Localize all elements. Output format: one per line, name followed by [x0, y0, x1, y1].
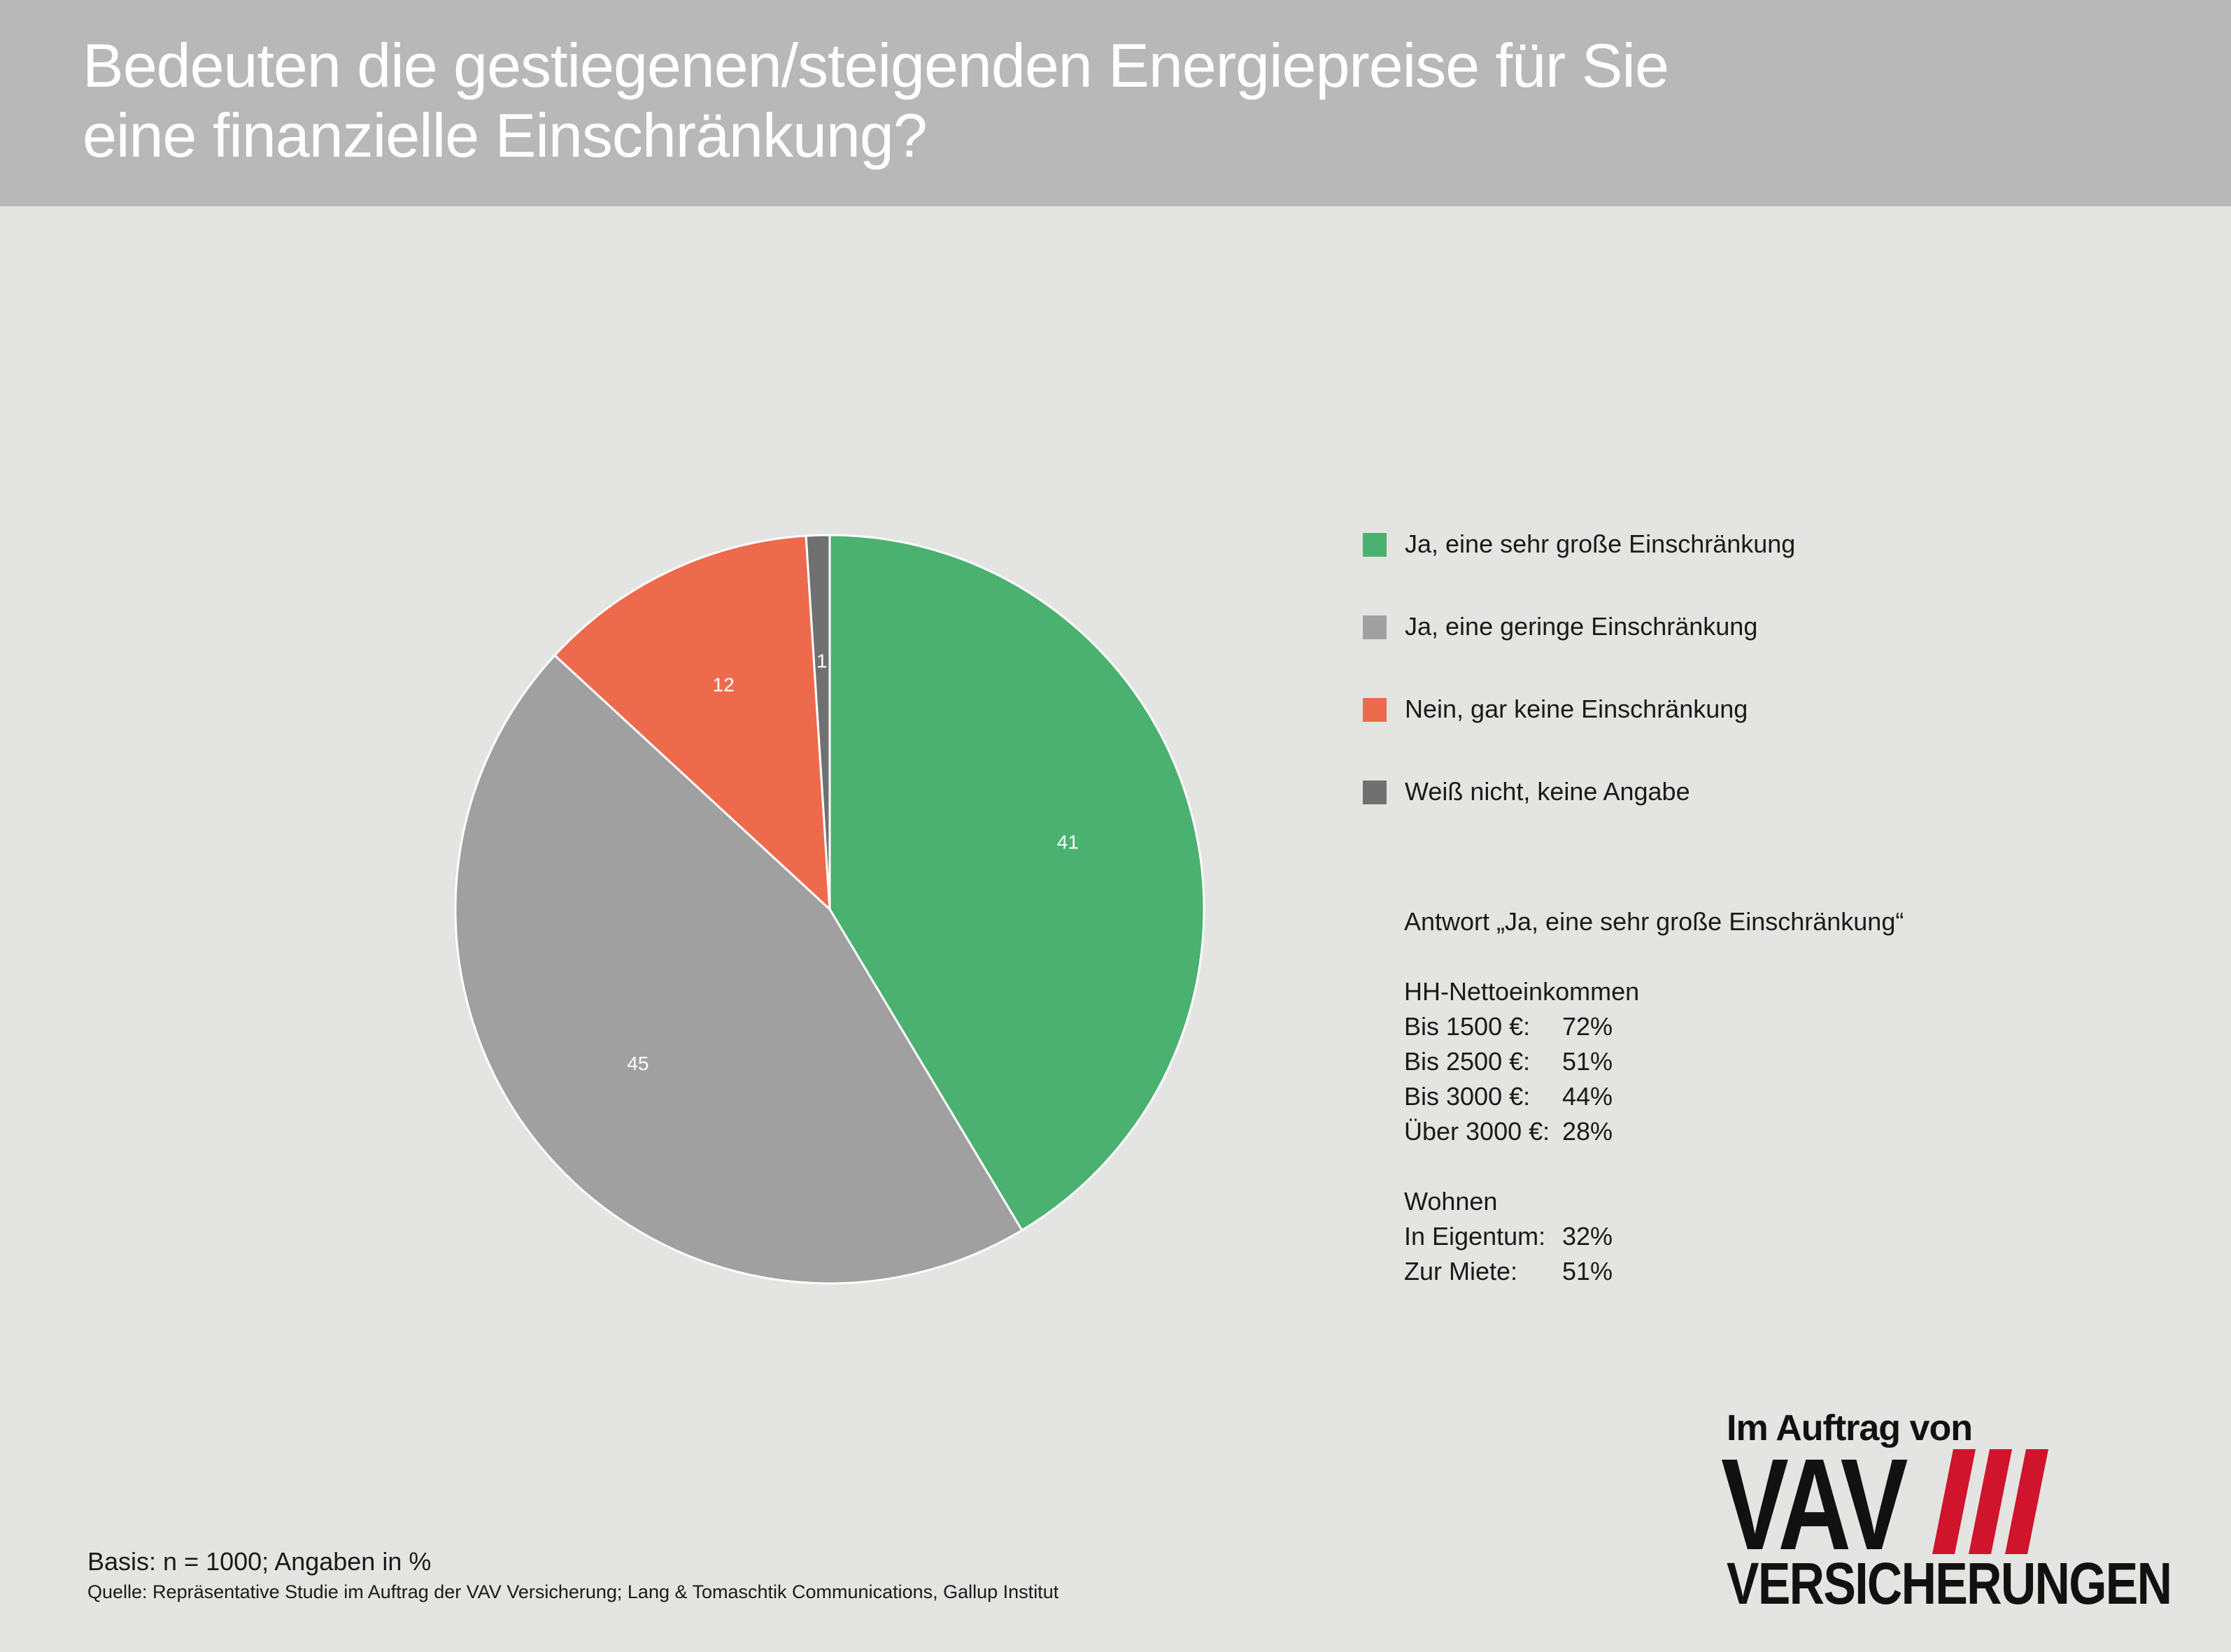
stats-heading: Antwort „Ja, eine sehr große Einschränku… [1404, 907, 1904, 936]
legend-label-sehr-gross: Ja, eine sehr große Einschränkung [1405, 529, 1796, 558]
logo-main-text: VAV [1721, 1432, 1908, 1577]
income-label: Bis 1500 €: [1404, 1012, 1531, 1041]
living-label: In Eigentum: [1404, 1222, 1546, 1251]
title-line-2: eine finanzielle Einschränkung? [83, 101, 928, 170]
logo-top-text: Im Auftrag von [1727, 1408, 1973, 1448]
legend-label-gering: Ja, eine geringe Einschränkung [1405, 612, 1758, 641]
income-label: Bis 3000 €: [1404, 1082, 1531, 1111]
living-heading: Wohnen [1404, 1187, 1498, 1216]
footer-source: Quelle: Repräsentative Studie im Auftrag… [87, 1581, 1059, 1602]
pie-slice-keine [553, 534, 831, 912]
legend-swatch-weiss-nicht [1363, 781, 1387, 804]
legend-swatch-sehr-gross [1363, 533, 1387, 557]
living-value: 51% [1562, 1257, 1613, 1286]
income-heading: HH-Nettoeinkommen [1404, 977, 1640, 1006]
income-label: Über 3000 €: [1404, 1117, 1550, 1146]
title-line-1: Bedeuten die gestiegenen/steigenden Ener… [83, 31, 1669, 100]
legend-swatch-gering [1363, 615, 1387, 639]
pie-slice-gering [454, 653, 1024, 1285]
pie-value-label-keine: 12 [713, 674, 735, 696]
logo-bottom-text: VERSICHERUNGEN [1727, 1551, 2172, 1616]
income-value: 72% [1562, 1012, 1613, 1041]
legend-swatch-keine [1363, 698, 1387, 722]
legend-label-weiss-nicht: Weiß nicht, keine Angabe [1405, 777, 1690, 806]
living-label: Zur Miete: [1404, 1257, 1518, 1286]
header-bar: Bedeuten die gestiegenen/steigenden Ener… [0, 0, 2231, 206]
footer-basis: Basis: n = 1000; Angaben in % [87, 1547, 432, 1576]
income-value: 28% [1562, 1117, 1613, 1146]
living-value: 32% [1562, 1222, 1613, 1251]
income-value: 51% [1562, 1047, 1613, 1076]
pie-value-label-gering: 45 [627, 1053, 649, 1074]
pie-slice-sehr-gross [828, 534, 1205, 1232]
legend-label-keine: Nein, gar keine Einschränkung [1405, 695, 1748, 723]
income-value: 44% [1562, 1082, 1613, 1111]
pie-slice-weiss-nicht [805, 534, 831, 910]
income-label: Bis 2500 €: [1404, 1047, 1531, 1076]
chart-title: Bedeuten die gestiegenen/steigenden Ener… [83, 31, 1832, 171]
pie-value-label-weiss-nicht: 1 [816, 650, 828, 671]
logo-stripes-icon [1932, 1449, 2048, 1554]
pie-value-label-sehr-gross: 41 [1057, 831, 1079, 853]
